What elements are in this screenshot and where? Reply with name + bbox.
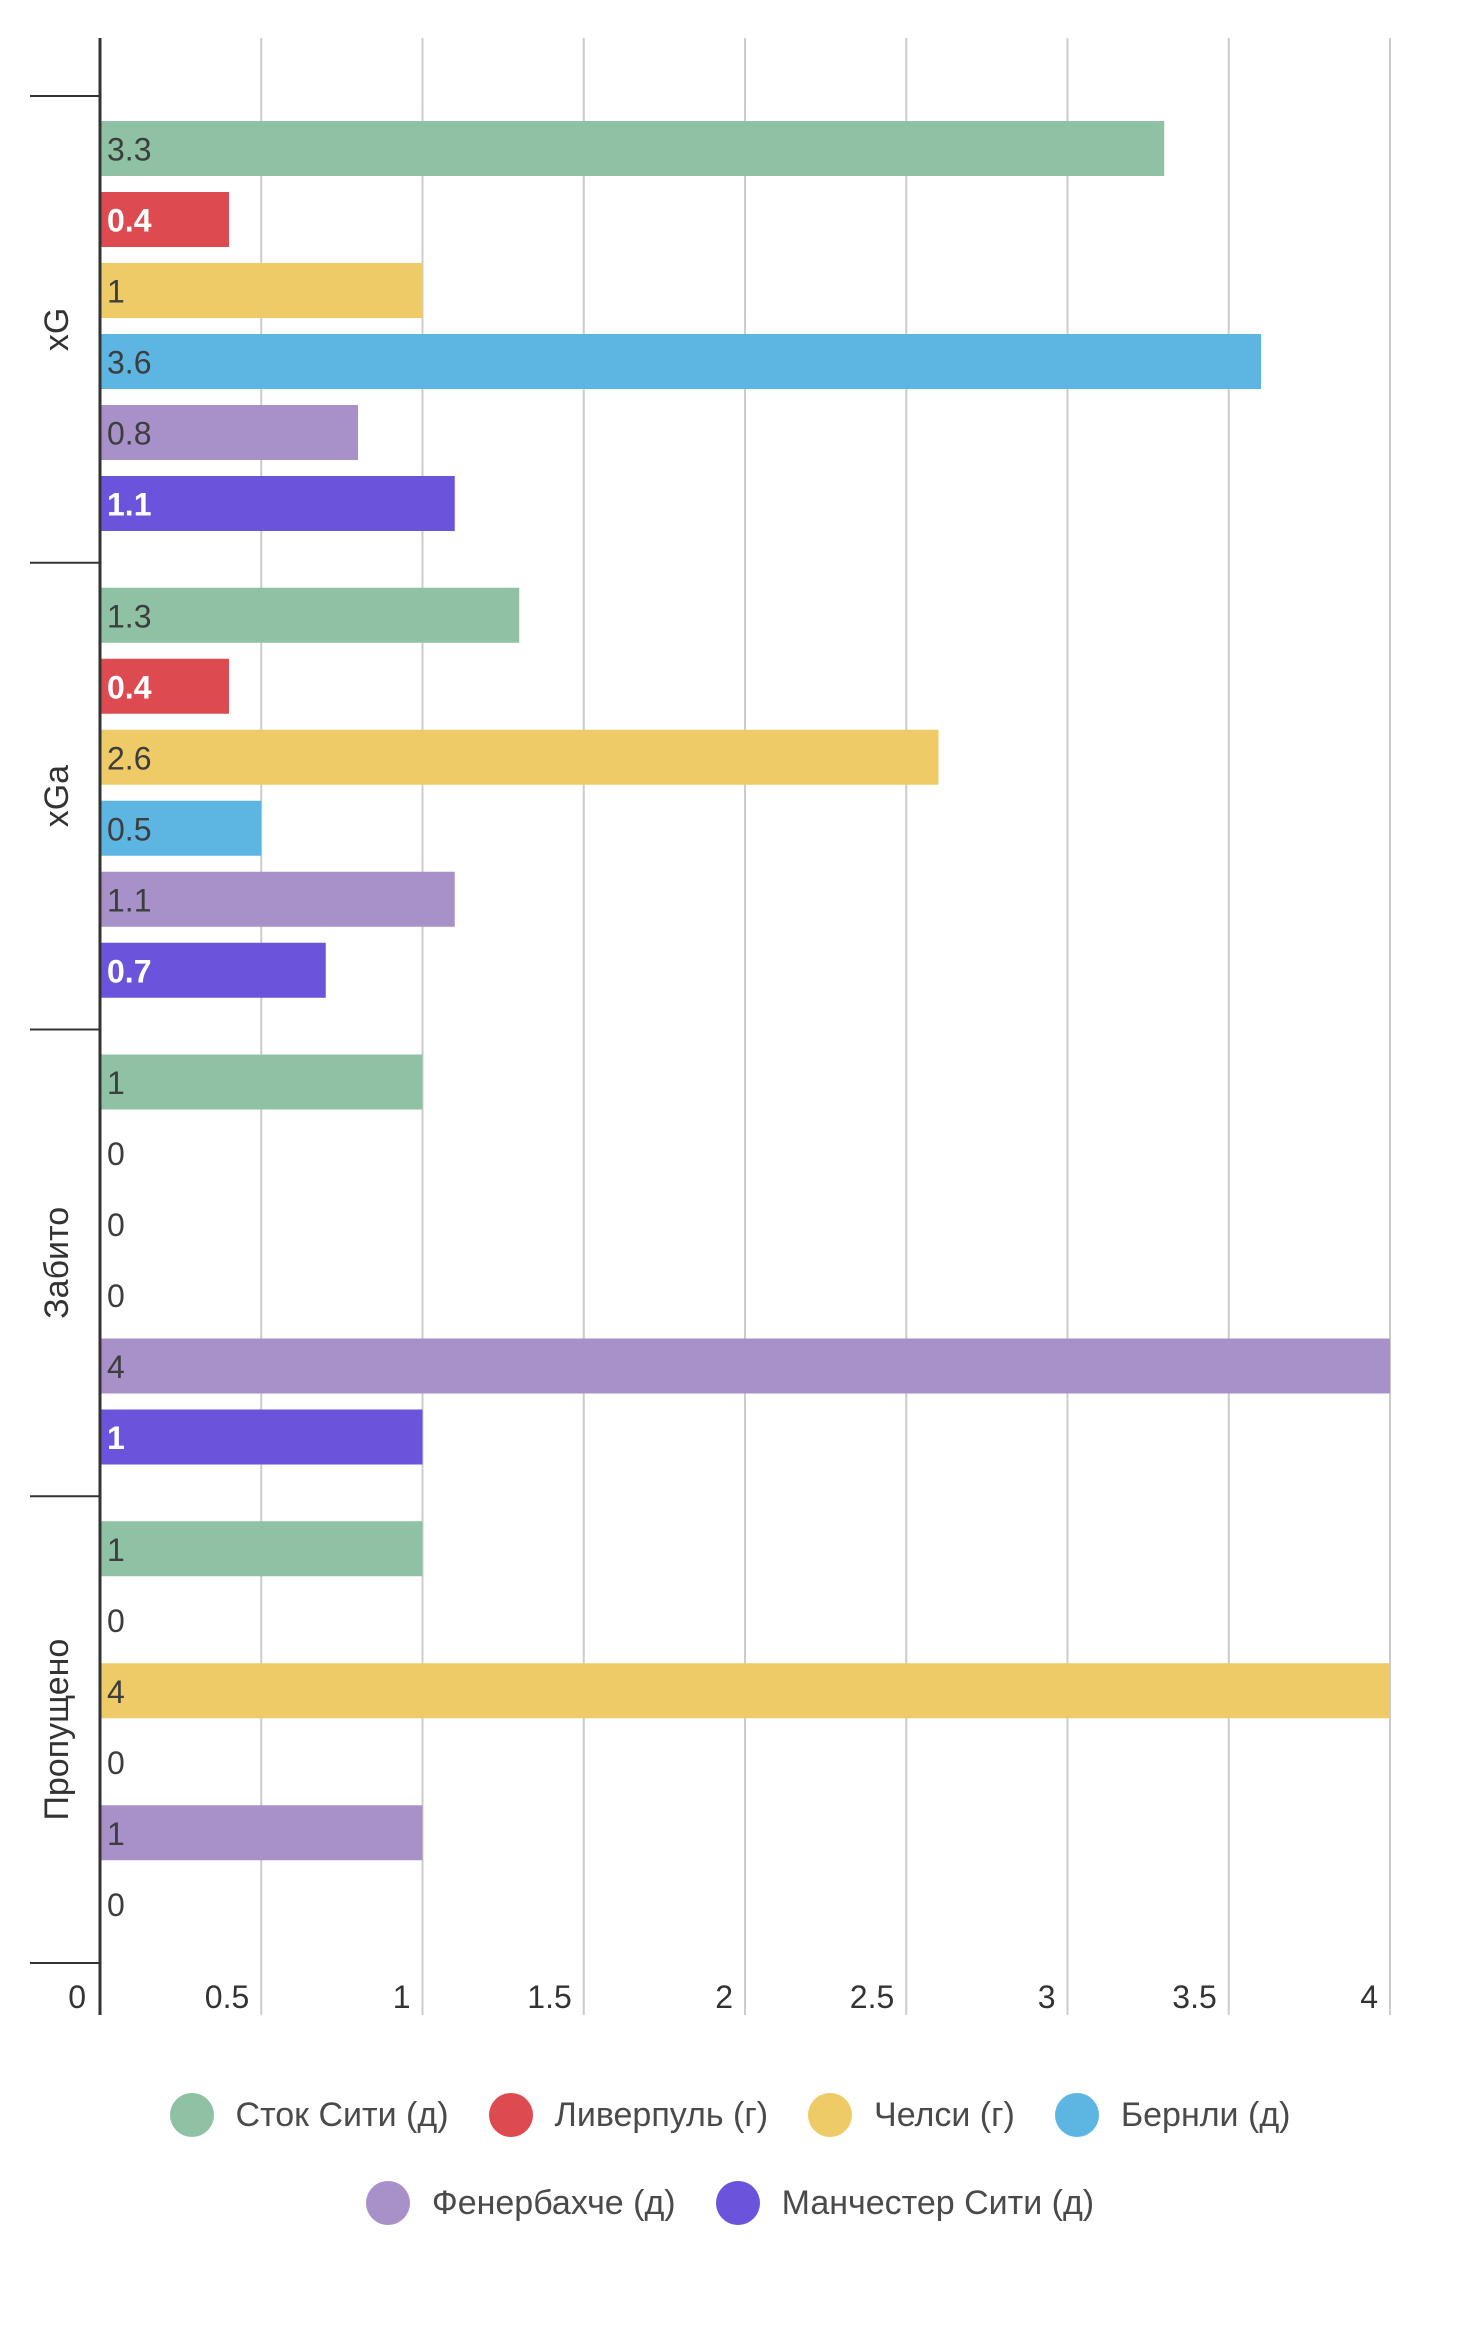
bar-value-label: 2.6 [107,740,151,776]
bar [100,334,1261,389]
x-tick-label: 3.5 [1172,1979,1216,2015]
x-tick-label: 0 [68,1979,86,2015]
bar-value-label: 4 [107,1674,125,1710]
bar-value-label: 1 [107,1420,125,1456]
bar-value-label: 0.7 [107,953,151,989]
bar [100,729,939,785]
bar-value-label: 0 [107,1278,125,1314]
legend-label: Манчестер Сити (д) [781,2183,1095,2222]
legend-swatch [808,2093,853,2137]
bar [100,1521,423,1577]
legend-swatch [1054,2093,1099,2137]
bar [100,1663,1390,1719]
legend-swatch [169,2093,214,2137]
legend-label: Челси (г) [874,2095,1015,2134]
bar [100,263,423,318]
legend-label: Ливерпуль (г) [554,2095,769,2134]
bar [100,121,1165,176]
category-label: Пропущено [38,1639,76,1821]
category-label: xG [38,308,76,351]
bar [100,942,326,998]
legend-item: Манчестер Сити (д) [715,2181,1095,2225]
bar-value-label: 1.3 [107,598,151,634]
bar [100,871,455,927]
legend-item: Бернли (д) [1054,2093,1291,2137]
bar-value-label: 0 [107,1603,125,1639]
x-tick-label: 2.5 [850,1979,894,2015]
legend-item: Сток Сити (д) [169,2093,449,2137]
x-tick-label: 4 [1360,1979,1378,2015]
legend-swatch [715,2181,760,2225]
bar-value-label: 0 [107,1745,125,1781]
legend-label: Фенербахче (д) [431,2183,676,2222]
x-tick-label: 1 [393,1979,411,2015]
x-tick-label: 0.5 [205,1979,249,2015]
bar [100,587,520,643]
x-tick-label: 1.5 [527,1979,571,2015]
bar [100,1054,423,1110]
bar-value-label: 0.4 [107,203,152,239]
legend-row-1: Сток Сити (д) Ливерпуль (г) Челси (г) Бернл… [0,2093,1460,2137]
bar [100,192,229,247]
bar-value-label: 1 [107,1532,125,1568]
bar-value-label: 0 [107,1887,125,1923]
bar-value-label: 1 [107,1065,125,1101]
bar-value-label: 0.5 [107,811,151,847]
bar [100,1338,1390,1394]
legend-swatch [488,2093,533,2137]
bar-value-label: 0.4 [107,669,152,705]
x-tick-label: 2 [715,1979,733,2015]
bar-value-label: 1 [107,274,125,310]
bar-value-label: 3.3 [107,132,151,168]
category-label: Забито [38,1207,76,1319]
legend-label: Сток Сити (д) [235,2095,449,2134]
legend-item: Челси (г) [808,2093,1015,2137]
x-tick-label: 3 [1038,1979,1056,2015]
bar-value-label: 1 [107,1816,125,1852]
legend-swatch [365,2181,410,2225]
legend-item: Фенербахче (д) [365,2181,676,2225]
category-label: xGa [38,765,76,827]
bar [100,405,358,460]
legend-item: Ливерпуль (г) [488,2093,769,2137]
bar-value-label: 0 [107,1136,125,1172]
bar [100,800,262,856]
bar-value-label: 0 [107,1207,125,1243]
bar-value-label: 1.1 [107,487,151,523]
bar-value-label: 0.8 [107,416,151,452]
bar-value-label: 3.6 [107,345,151,381]
bar-value-label: 1.1 [107,882,151,918]
legend-row-2: Фенербахче (д) Манчестер Сити (д) [0,2181,1460,2225]
bar-value-label: 4 [107,1349,125,1385]
bar [100,1409,423,1465]
legend-label: Бернли (д) [1120,2095,1291,2134]
bar [100,658,229,714]
bar [100,1805,423,1861]
bar [100,476,455,531]
